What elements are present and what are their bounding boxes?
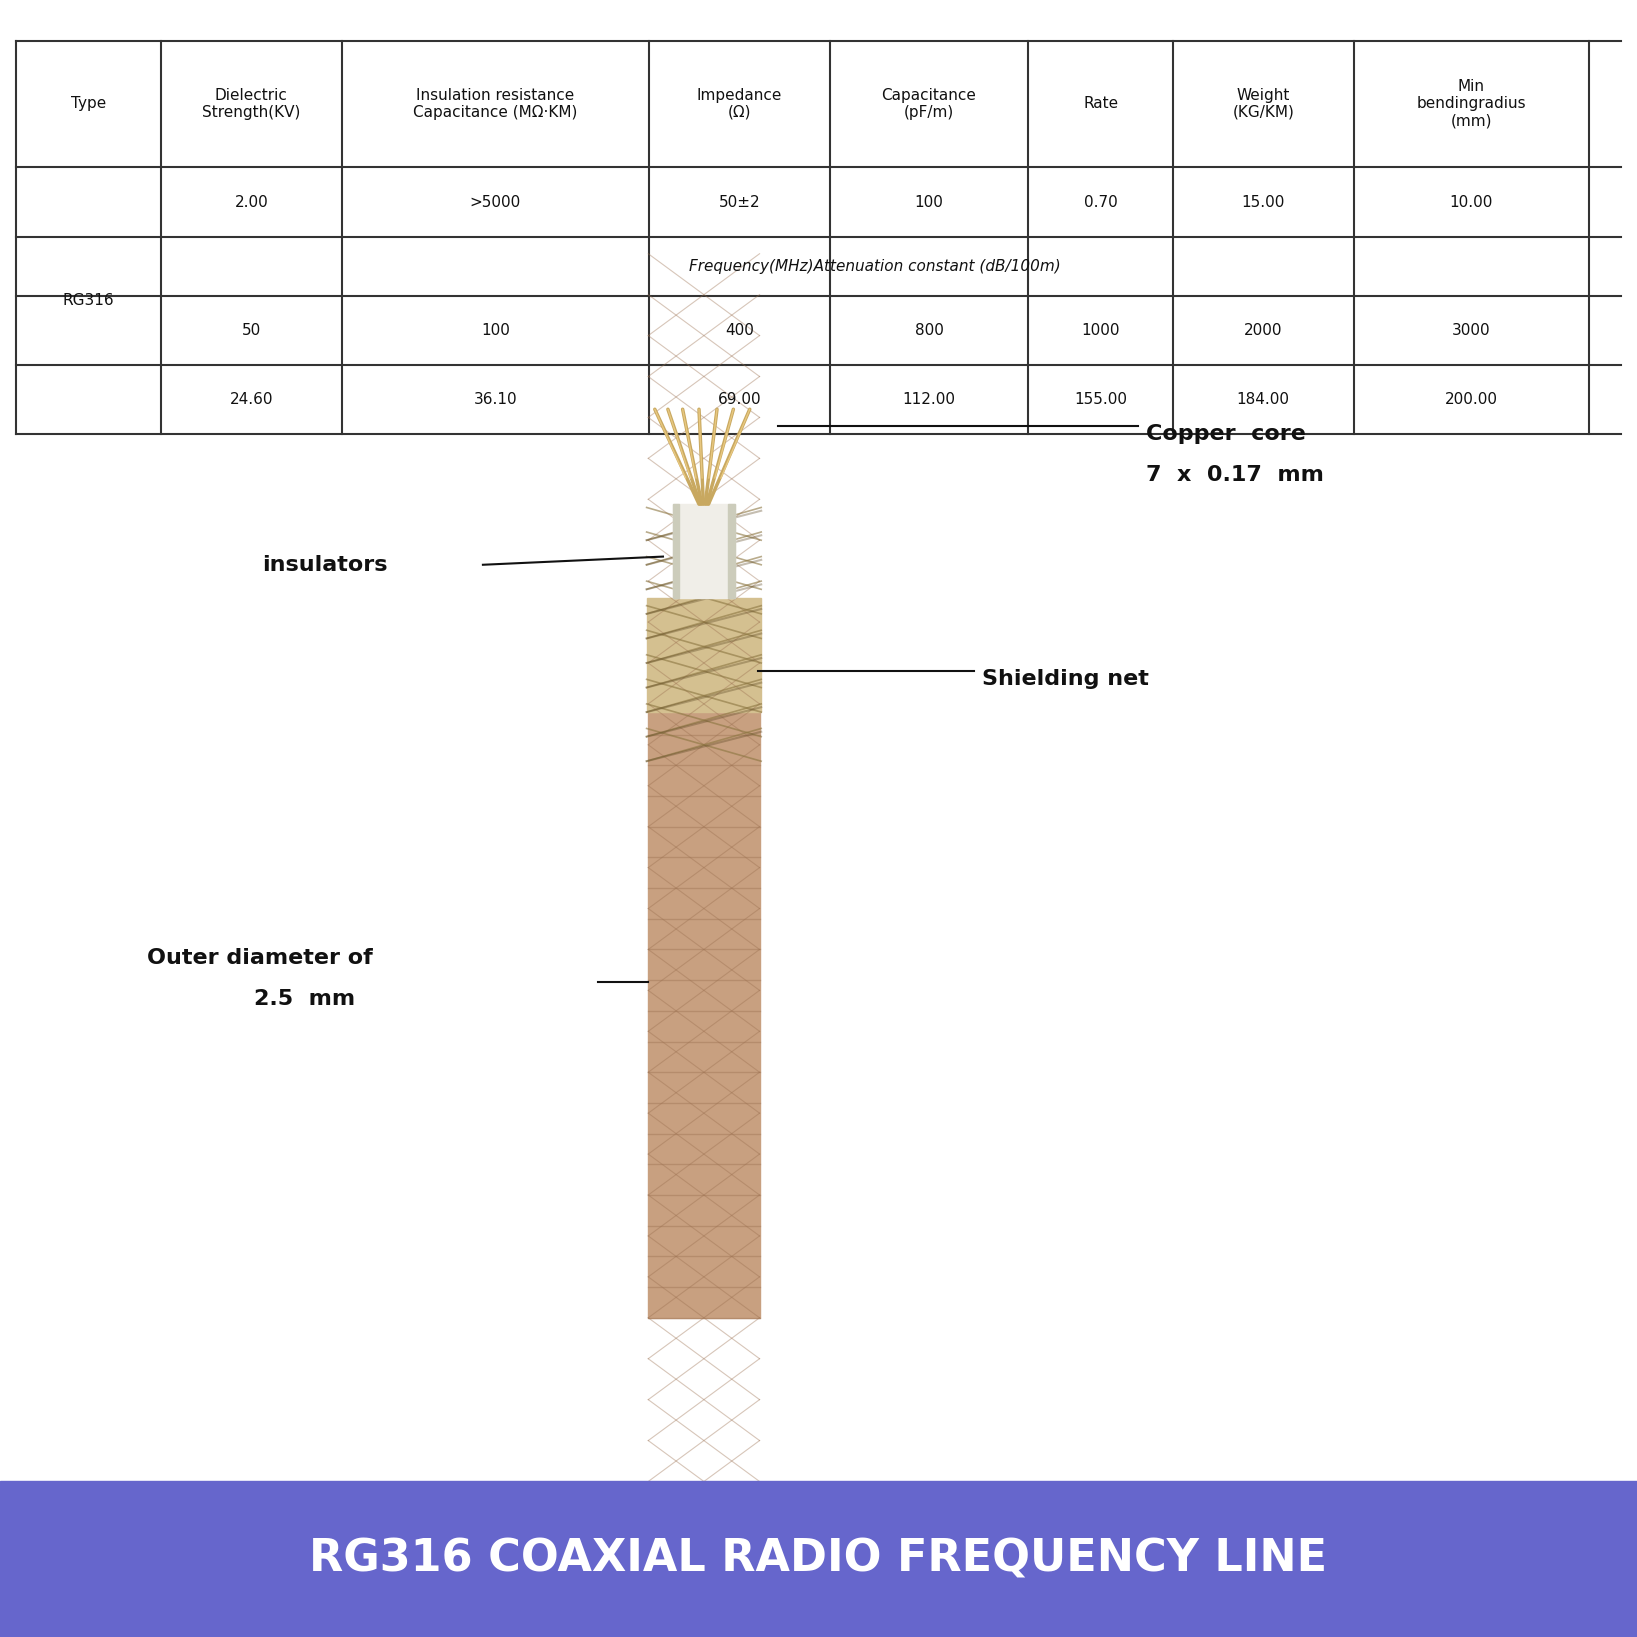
- Text: Outer diameter of: Outer diameter of: [147, 948, 373, 967]
- Text: 800: 800: [915, 322, 943, 339]
- Text: Weight
(KG/KM): Weight (KG/KM): [1233, 88, 1295, 120]
- Text: Insulation resistance
Capacitance (MΩ·KM): Insulation resistance Capacitance (MΩ·KM…: [413, 88, 578, 120]
- Text: 3000: 3000: [1452, 322, 1490, 339]
- Text: 184.00: 184.00: [1238, 391, 1290, 408]
- Bar: [0, 1481, 1637, 1637]
- Text: 50±2: 50±2: [719, 195, 760, 210]
- Bar: [648, 704, 760, 1318]
- Text: insulators: insulators: [262, 555, 388, 575]
- Text: Rate: Rate: [1084, 97, 1118, 111]
- Text: 2.00: 2.00: [234, 195, 268, 210]
- Bar: [673, 504, 679, 598]
- Text: 10.00: 10.00: [1449, 195, 1493, 210]
- Text: Impedance
(Ω): Impedance (Ω): [696, 88, 782, 120]
- Text: 400: 400: [725, 322, 753, 339]
- Text: 0.70: 0.70: [1084, 195, 1118, 210]
- Text: 155.00: 155.00: [1074, 391, 1128, 408]
- Text: >5000: >5000: [470, 195, 521, 210]
- Text: Frequency(MHz)Attenuation constant (dB/100m): Frequency(MHz)Attenuation constant (dB/1…: [689, 259, 1061, 275]
- Text: 200.00: 200.00: [1444, 391, 1498, 408]
- Text: Shielding net: Shielding net: [982, 670, 1149, 689]
- Text: RG316 COAXIAL RADIO FREQUENCY LINE: RG316 COAXIAL RADIO FREQUENCY LINE: [309, 1537, 1328, 1581]
- Bar: [728, 504, 735, 598]
- Text: Type: Type: [70, 97, 106, 111]
- Bar: [647, 598, 761, 712]
- Text: 24.60: 24.60: [229, 391, 273, 408]
- Text: 100: 100: [481, 322, 509, 339]
- Text: 7  x  0.17  mm: 7 x 0.17 mm: [1146, 465, 1324, 485]
- Text: 1000: 1000: [1082, 322, 1120, 339]
- Text: Capacitance
(pF/m): Capacitance (pF/m): [881, 88, 976, 120]
- Text: 69.00: 69.00: [717, 391, 761, 408]
- Text: 2000: 2000: [1244, 322, 1282, 339]
- Bar: [673, 504, 735, 598]
- Text: Dielectric
Strength(KV): Dielectric Strength(KV): [201, 88, 301, 120]
- Text: Copper  core: Copper core: [1146, 424, 1306, 444]
- Text: Min
bendingradius
(mm): Min bendingradius (mm): [1416, 79, 1526, 129]
- Text: 50: 50: [242, 322, 260, 339]
- Text: 36.10: 36.10: [473, 391, 517, 408]
- Text: 100: 100: [915, 195, 943, 210]
- Text: RG316: RG316: [62, 293, 115, 308]
- Text: 112.00: 112.00: [902, 391, 956, 408]
- Text: 15.00: 15.00: [1241, 195, 1285, 210]
- Text: 2.5  mm: 2.5 mm: [254, 989, 355, 1008]
